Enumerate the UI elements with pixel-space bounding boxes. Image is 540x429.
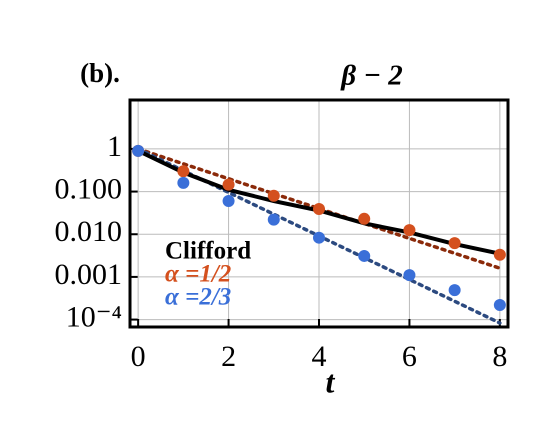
- legend-entry: Clifford: [165, 238, 251, 265]
- data-point: [313, 231, 325, 244]
- data-point: [448, 237, 461, 250]
- data-point: [493, 248, 506, 261]
- y-tick-label: 1: [107, 130, 122, 163]
- x-tick-label: 8: [492, 340, 507, 373]
- data-point: [267, 213, 280, 226]
- panel-label: (b).: [80, 58, 120, 88]
- chart-title: β − 2: [340, 60, 402, 92]
- data-point: [222, 178, 235, 191]
- x-tick-label: 4: [312, 340, 327, 373]
- data-point: [358, 249, 371, 262]
- data-point: [222, 195, 235, 208]
- x-tick-label: 0: [131, 340, 146, 373]
- y-tick-label: 0.100: [55, 172, 123, 205]
- x-tick-label: 6: [402, 340, 417, 373]
- y-tick-label: 0.010: [55, 215, 123, 248]
- data-point: [313, 203, 325, 216]
- data-point: [177, 176, 190, 189]
- y-tick-label: 0.001: [55, 258, 123, 291]
- data-point: [403, 269, 416, 282]
- data-point: [358, 212, 371, 225]
- x-axis-label: t: [326, 363, 336, 399]
- data-point: [403, 224, 416, 237]
- plot-frame: [128, 98, 510, 329]
- legend-entry: α =2/3: [165, 284, 231, 311]
- data-point: [132, 144, 145, 157]
- data-point: [448, 284, 461, 297]
- data-point: [267, 189, 280, 202]
- y-tick-label: 10⁻⁴: [66, 300, 122, 333]
- legend-entry: α =1/2: [165, 261, 231, 288]
- data-point: [177, 165, 190, 178]
- data-point: [493, 298, 506, 311]
- x-tick-label: 2: [221, 340, 236, 373]
